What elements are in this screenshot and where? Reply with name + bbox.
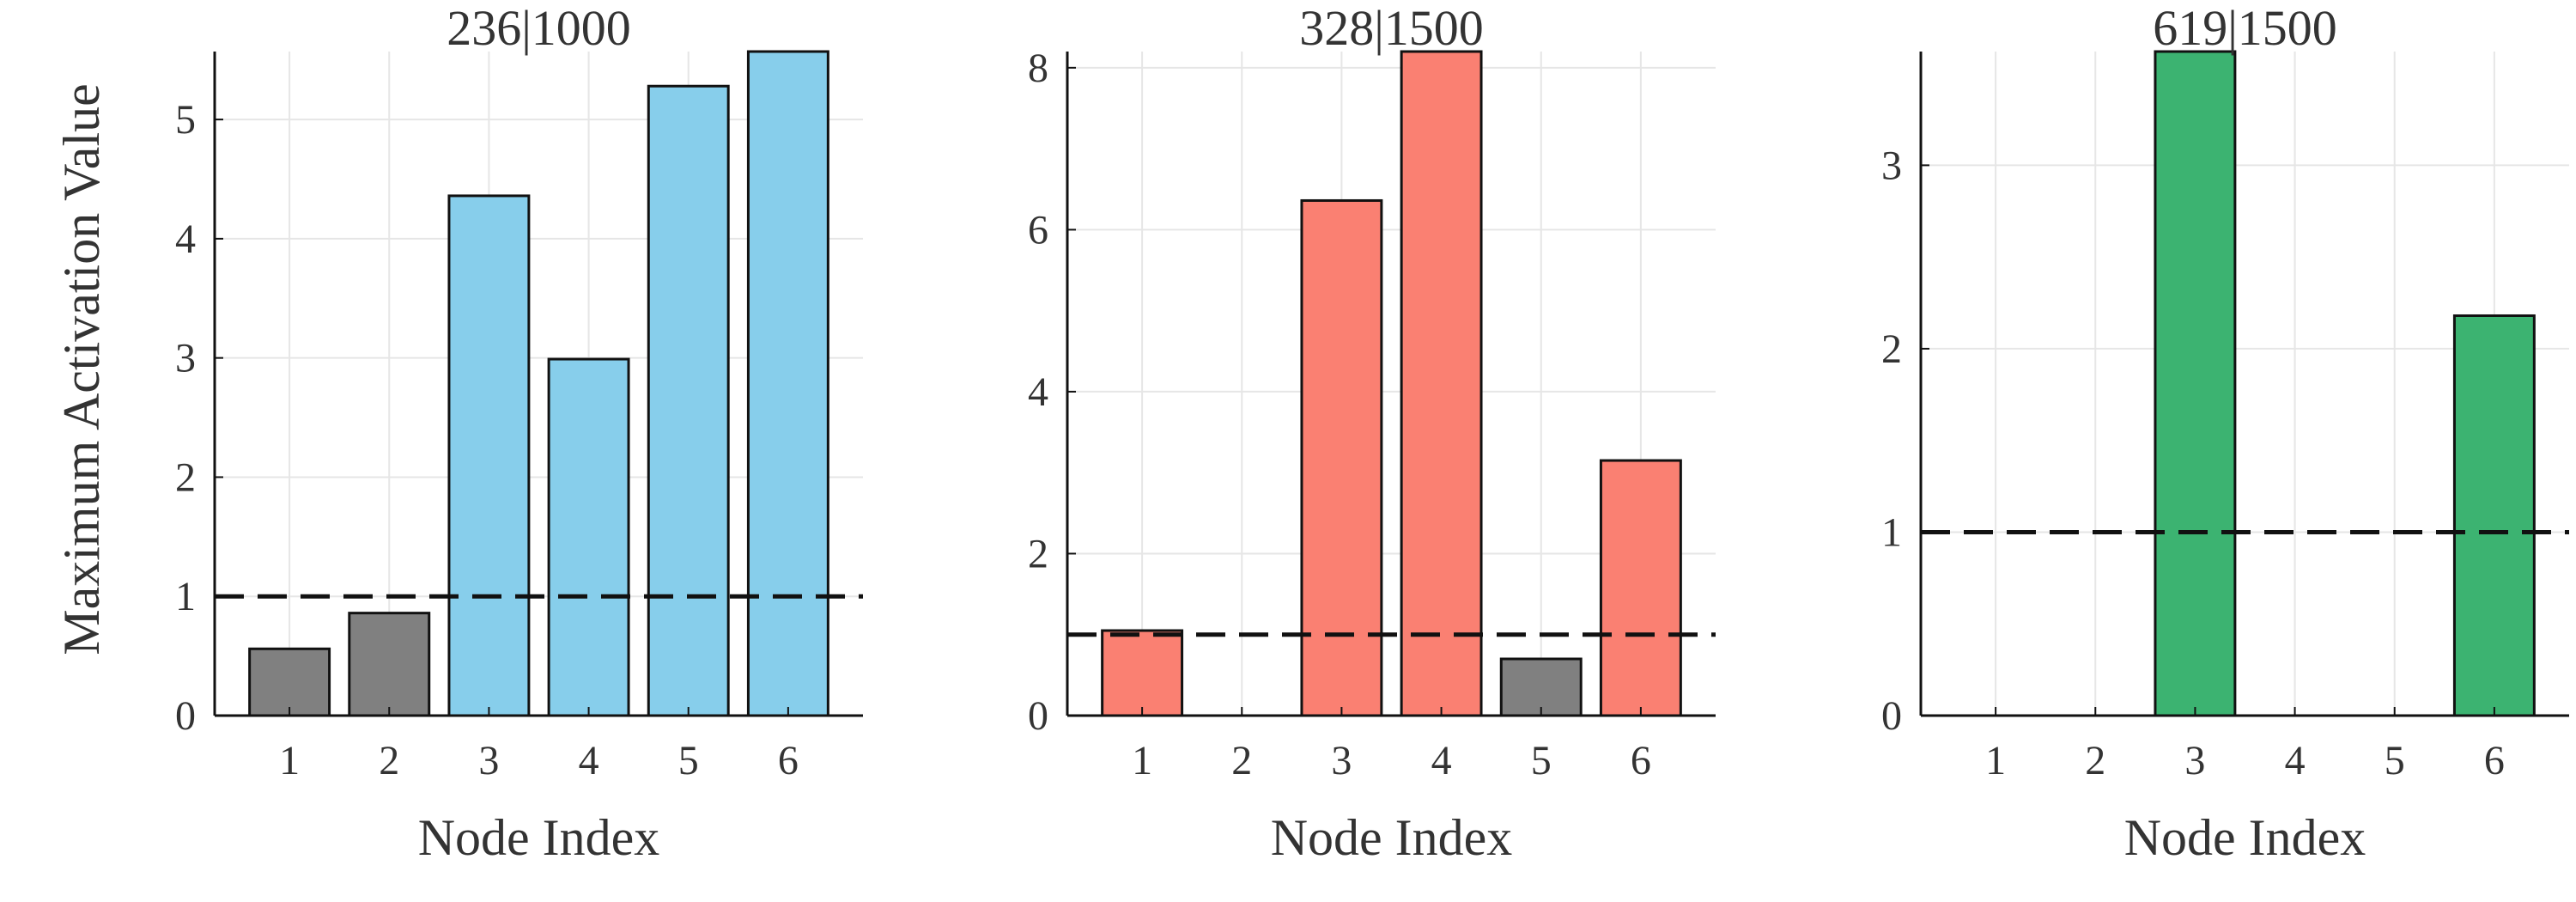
y-tick-label: 0 bbox=[1028, 693, 1048, 739]
bar-node-5 bbox=[647, 84, 730, 717]
x-tick-label: 4 bbox=[579, 738, 599, 783]
x-tick-label: 5 bbox=[1531, 738, 1552, 783]
bar-node-3 bbox=[2154, 50, 2237, 717]
y-tick-label: 4 bbox=[1028, 369, 1048, 415]
y-tick-label: 3 bbox=[1881, 143, 1902, 188]
x-tick-label: 6 bbox=[1631, 738, 1651, 783]
x-axis-label: Node Index bbox=[2124, 809, 2366, 866]
chart-panel-3: 0 1 2 3 1 2 3 4 5 6 619|1500 Node Index bbox=[1881, 0, 2569, 866]
bar-node-1 bbox=[248, 647, 331, 717]
x-tick-label: 3 bbox=[478, 738, 499, 783]
bar-node-3 bbox=[1300, 198, 1383, 717]
bar-node-6 bbox=[746, 50, 829, 717]
y-tick-label: 3 bbox=[175, 336, 196, 381]
chart-panels: 0 1 2 3 4 5 1 2 3 4 5 6 236|1000 Node Index 0 2 4 6 8 1 2 3 4 5… bbox=[175, 0, 2569, 866]
x-axis-label: Node Index bbox=[1271, 809, 1513, 866]
chart-panel-2: 0 2 4 6 8 1 2 3 4 5 6 328|1500 Node Index bbox=[1028, 0, 1716, 866]
y-tick-label: 5 bbox=[175, 97, 196, 143]
bar-node-6 bbox=[1599, 459, 1682, 717]
x-tick-label: 6 bbox=[2484, 738, 2505, 783]
y-tick-label: 0 bbox=[175, 693, 196, 739]
chart-title: 236|1000 bbox=[447, 0, 631, 56]
y-tick-label: 6 bbox=[1028, 207, 1048, 253]
chart-panel-1: 0 1 2 3 4 5 1 2 3 4 5 6 236|1000 Node Index bbox=[175, 0, 863, 866]
x-tick-label: 1 bbox=[279, 738, 300, 783]
x-axis-label: Node Index bbox=[418, 809, 660, 866]
x-tick-label: 2 bbox=[1231, 738, 1252, 783]
bar-node-4 bbox=[547, 357, 630, 717]
bar-node-5 bbox=[1499, 657, 1583, 717]
x-tick-label: 2 bbox=[2085, 738, 2105, 783]
bar-node-6 bbox=[2452, 314, 2536, 717]
y-tick-label: 4 bbox=[175, 216, 196, 262]
y-axis-label: Maximum Activation Value bbox=[53, 83, 110, 655]
chart-title: 619|1500 bbox=[2153, 0, 2337, 56]
bar-node-4 bbox=[1400, 50, 1483, 717]
x-tick-label: 3 bbox=[1331, 738, 1352, 783]
y-tick-label: 2 bbox=[175, 454, 196, 500]
y-tick-label: 1 bbox=[175, 574, 196, 619]
x-tick-label: 2 bbox=[379, 738, 399, 783]
y-tick-label: 1 bbox=[1881, 509, 1902, 555]
x-tick-label: 3 bbox=[2184, 738, 2205, 783]
bar-node-2 bbox=[348, 612, 431, 717]
x-tick-label: 6 bbox=[778, 738, 799, 783]
y-tick-label: 8 bbox=[1028, 46, 1048, 91]
bar-node-1 bbox=[1101, 629, 1184, 717]
y-tick-label: 2 bbox=[1028, 531, 1048, 576]
y-tick-label: 2 bbox=[1881, 326, 1902, 372]
x-tick-label: 1 bbox=[1985, 738, 2006, 783]
x-tick-label: 1 bbox=[1132, 738, 1152, 783]
x-tick-label: 4 bbox=[1431, 738, 1452, 783]
chart-title: 328|1500 bbox=[1299, 0, 1484, 56]
bar-node-3 bbox=[447, 194, 531, 717]
y-tick-label: 0 bbox=[1881, 693, 1902, 739]
x-tick-label: 5 bbox=[2385, 738, 2405, 783]
x-tick-label: 5 bbox=[678, 738, 699, 783]
x-tick-label: 4 bbox=[2285, 738, 2306, 783]
